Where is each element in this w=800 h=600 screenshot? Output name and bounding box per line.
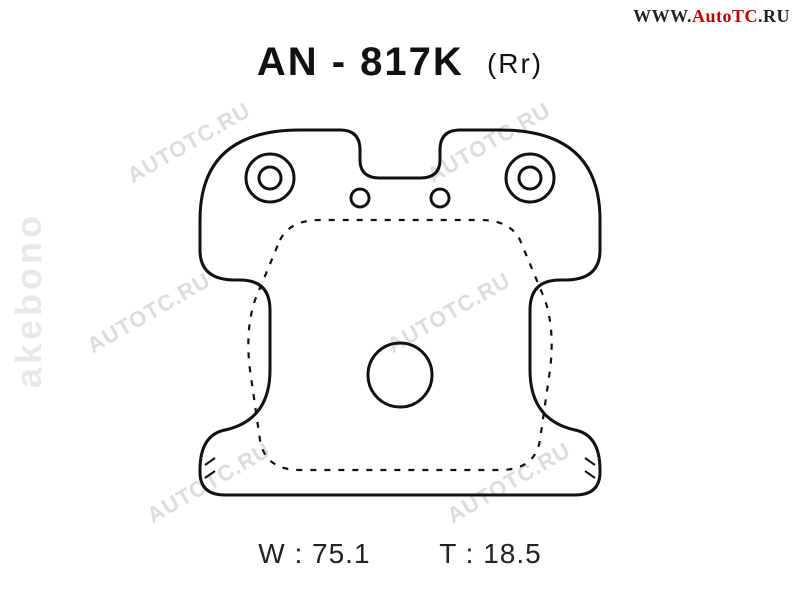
brake-pad-diagram — [160, 100, 640, 520]
brand-vertical: akebono — [8, 212, 50, 388]
part-title: AN - 817K (Rr) — [0, 40, 800, 85]
part-position: (Rr) — [487, 48, 543, 79]
url-mid: AutoTC — [692, 6, 758, 26]
url-prefix: WWW. — [633, 6, 692, 26]
dimension-thickness: T : 18.5 — [439, 538, 541, 569]
dimensions-row: W : 75.1 T : 18.5 — [0, 538, 800, 570]
source-url: WWW.AutoTC.RU — [633, 6, 790, 27]
dimension-width: W : 75.1 — [258, 538, 370, 569]
url-suffix: .RU — [758, 6, 790, 26]
part-number: AN - 817K — [257, 40, 464, 84]
